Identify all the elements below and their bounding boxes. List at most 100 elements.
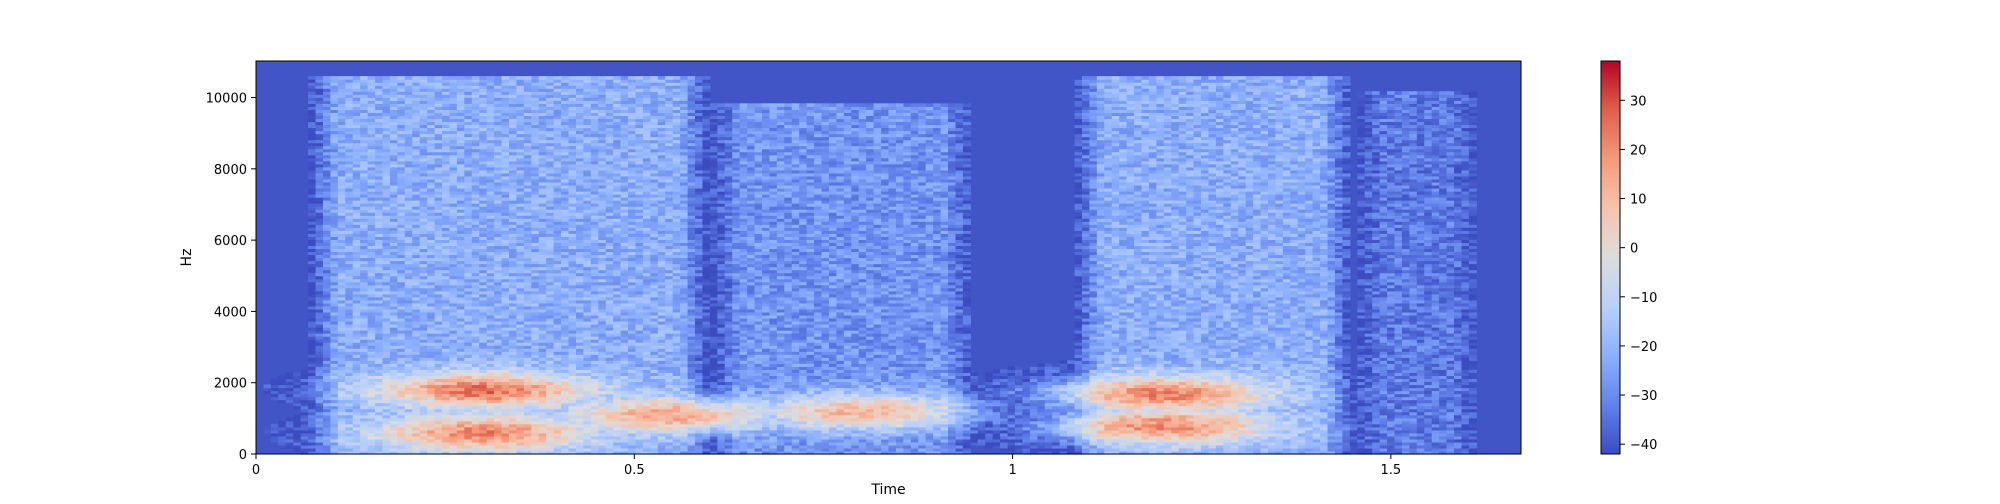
spectrogram-cell xyxy=(419,178,428,183)
spectrogram-cell xyxy=(464,160,473,165)
spectrogram-cell xyxy=(531,166,540,171)
spectrogram-cell xyxy=(397,221,406,225)
spectrogram-cell xyxy=(397,296,406,301)
spectrogram-cell xyxy=(471,348,480,352)
spectrogram-cell xyxy=(412,378,421,383)
spectrogram-cell xyxy=(442,245,451,250)
spectrogram-cell xyxy=(427,218,436,222)
spectrogram-cell xyxy=(375,311,384,316)
spectrogram-cell xyxy=(449,357,458,361)
spectrogram-cell xyxy=(516,450,525,455)
spectrogram-cell xyxy=(442,372,451,376)
spectrogram-cell xyxy=(523,390,532,395)
spectrogram-cell xyxy=(404,130,413,135)
spectrogram-cell xyxy=(412,221,421,225)
spectrogram-cell xyxy=(494,375,503,380)
spectrogram-cell xyxy=(419,172,428,177)
spectrogram-cell xyxy=(367,426,376,431)
spectrogram-cell xyxy=(375,118,384,123)
spectrogram-cell xyxy=(367,160,376,165)
spectrogram-cell xyxy=(516,311,525,316)
spectrogram-cell xyxy=(442,339,451,343)
spectrogram-cell xyxy=(419,209,428,213)
spectrogram-cell xyxy=(404,284,413,289)
spectrogram-cell xyxy=(516,302,525,307)
spectrogram-cell xyxy=(531,420,540,425)
spectrogram-cell xyxy=(308,227,317,231)
spectrogram-cell xyxy=(419,236,428,240)
spectrogram-cell xyxy=(509,94,518,98)
spectrogram-cell xyxy=(516,360,525,364)
spectrogram-cell xyxy=(404,88,413,92)
spectrogram-cell xyxy=(434,121,443,126)
spectrogram-cell xyxy=(538,348,547,352)
spectrogram-cell xyxy=(464,142,473,147)
spectrogram-cell xyxy=(367,296,376,301)
spectrogram-cell xyxy=(397,254,406,259)
spectrogram-cell xyxy=(322,348,332,352)
spectrogram-cell xyxy=(389,369,398,373)
spectrogram-cell xyxy=(471,248,480,253)
spectrogram-cell xyxy=(412,435,421,440)
spectrogram-cell xyxy=(449,417,458,422)
spectrogram-cell xyxy=(486,184,495,189)
spectrogram-cell xyxy=(352,263,361,268)
spectrogram-cell xyxy=(523,378,532,383)
spectrogram-cell xyxy=(501,305,510,310)
spectrogram-cell xyxy=(486,284,495,289)
spectrogram-cell xyxy=(456,166,465,171)
spectrogram-cell xyxy=(270,396,279,401)
spectrogram-cell xyxy=(501,106,510,110)
spectrogram-cell xyxy=(308,275,317,280)
spectrogram-cell xyxy=(308,423,317,428)
spectrogram-cell xyxy=(479,305,488,310)
spectrogram-cell xyxy=(427,209,436,213)
spectrogram-cell xyxy=(509,91,518,95)
spectrogram-cell xyxy=(501,290,510,295)
spectrogram-cell xyxy=(315,112,324,117)
spectrogram-cell xyxy=(337,423,346,428)
spectrogram-cell xyxy=(479,378,488,383)
spectrogram-cell xyxy=(397,284,406,289)
spectrogram-cell xyxy=(360,221,369,225)
spectrogram-cell xyxy=(330,369,339,373)
spectrogram-cell xyxy=(360,163,369,168)
spectrogram-cell xyxy=(315,187,324,192)
spectrogram-cell xyxy=(330,157,339,162)
spectrogram-cell xyxy=(486,254,495,259)
spectrogram-cell xyxy=(412,351,421,355)
spectrogram-cell xyxy=(352,148,361,153)
spectrogram-cell xyxy=(494,154,503,159)
spectrogram-cell xyxy=(456,151,465,156)
spectrogram-cell xyxy=(464,290,473,295)
spectrogram-cell xyxy=(308,339,317,343)
spectrogram-cell xyxy=(456,320,465,325)
spectrogram-cell xyxy=(404,399,413,404)
spectrogram-cell xyxy=(464,187,473,192)
spectrogram-cell xyxy=(501,281,510,286)
spectrogram-cell xyxy=(471,330,480,334)
spectrogram-cell xyxy=(516,251,525,256)
spectrogram-cell xyxy=(442,423,451,428)
spectrogram-cell xyxy=(322,396,332,401)
spectrogram-cell xyxy=(382,115,391,120)
spectrogram-cell xyxy=(471,172,480,177)
spectrogram-cell xyxy=(419,408,428,413)
spectrogram-cell xyxy=(322,378,332,383)
spectrogram-cell xyxy=(427,115,436,120)
spectrogram-cell xyxy=(531,215,540,219)
spectrogram-cell xyxy=(337,203,346,207)
spectrogram-cell xyxy=(278,393,287,398)
spectrogram-cell xyxy=(375,248,384,253)
spectrogram-cell xyxy=(360,390,369,395)
spectrogram-cell xyxy=(404,242,413,246)
spectrogram-cell xyxy=(404,136,413,141)
spectrogram-cell xyxy=(442,112,451,117)
spectrogram-cell xyxy=(449,260,458,265)
spectrogram-cell xyxy=(509,320,518,325)
spectrogram-cell xyxy=(464,345,473,349)
spectrogram-cell xyxy=(509,163,518,168)
spectrogram-cell xyxy=(464,245,473,250)
spectrogram-cell xyxy=(509,206,518,210)
spectrogram-cell xyxy=(412,227,421,231)
